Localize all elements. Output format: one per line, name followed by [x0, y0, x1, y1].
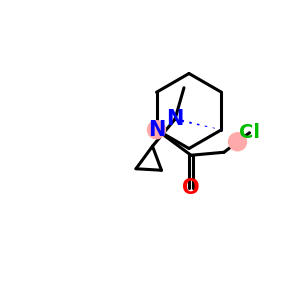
Text: O: O — [182, 178, 200, 198]
Text: N: N — [148, 120, 165, 140]
Circle shape — [229, 133, 247, 151]
Text: N: N — [166, 109, 184, 129]
Text: Cl: Cl — [239, 123, 260, 142]
Circle shape — [148, 121, 166, 139]
